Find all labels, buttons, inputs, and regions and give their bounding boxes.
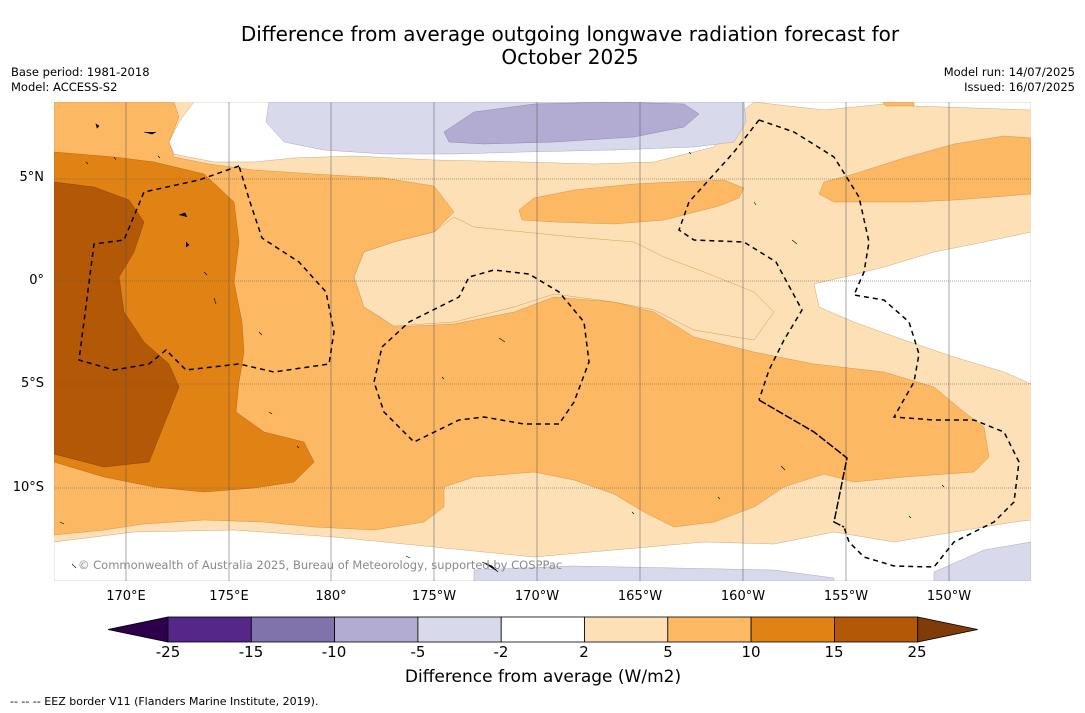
model-text: Model: ACCESS-S2: [11, 80, 118, 94]
colorbar-tick: -15: [238, 643, 264, 661]
longitude-label-160w: 160°W: [720, 589, 766, 604]
colorbar-bin: [417, 616, 502, 643]
colorbar-tick: 5: [663, 643, 673, 661]
longitude-label-170w: 170°W: [514, 589, 560, 604]
map-title-line-1: Difference from average outgoing longwav…: [240, 22, 900, 46]
eez-boundary-solid: [758, 399, 848, 528]
latitude-label-5s: 5°S: [20, 376, 44, 391]
colorbar-extend-min: [107, 616, 169, 643]
latitude-label-10s: 10°S: [12, 480, 44, 495]
colorbar-bin: [500, 616, 585, 643]
longitude-label-180: 180°: [315, 589, 347, 604]
colorbar-bin: [834, 616, 919, 643]
base-period-text: Base period: 1981-2018: [11, 65, 150, 79]
longitude-label-150w: 150°W: [926, 589, 972, 604]
negative-anomaly-south: [473, 565, 835, 581]
metadata-left: Base period: 1981-2018 Model: ACCESS-S2: [11, 65, 150, 95]
model-run-text: Model run: 14/07/2025: [943, 65, 1075, 79]
longitude-label-170e: 170°E: [106, 589, 146, 604]
latitude-label-5n: 5°N: [19, 170, 45, 185]
issued-text: Issued: 16/07/2025: [964, 80, 1075, 94]
metadata-right: Model run: 14/07/2025 Issued: 16/07/2025: [944, 65, 1075, 95]
colorbar-bin: [667, 616, 752, 643]
anomaly-band-5-10-north-east: [518, 179, 745, 225]
colorbar-tick: -5: [410, 643, 426, 661]
copyright-notice: © Commonwealth of Australia 2025, Bureau…: [78, 558, 563, 572]
neutral-region-south: [54, 519, 1031, 581]
colorbar-tick: -10: [321, 643, 347, 661]
colorbar: [107, 616, 978, 643]
neutral-region-east: [813, 231, 1031, 385]
map-title-line-2: October 2025: [501, 45, 639, 69]
longitude-label-155w: 155°W: [823, 589, 869, 604]
colorbar-bin: [250, 616, 336, 643]
colorbar-bin: [167, 616, 252, 643]
eez-borders: [78, 119, 1020, 568]
colorbar-tick: -2: [493, 643, 509, 661]
longitude-label-175w: 175°W: [411, 589, 457, 604]
colorbar-label: Difference from average (W/m2): [404, 667, 682, 687]
anomaly-band-5-10-far-east: [818, 135, 1031, 203]
longitude-label-175e: 175°E: [209, 589, 249, 604]
colorbar-tick: 25: [907, 643, 927, 661]
colorbar-tick: -25: [155, 643, 181, 661]
colorbar-bin: [334, 616, 419, 643]
colorbar-bin: [750, 616, 835, 643]
eez-legend-footnote: -- -- -- EEZ border V11 (Flanders Marine…: [10, 695, 319, 708]
colorbar-tick: 2: [579, 643, 589, 661]
longitude-label-165w: 165°W: [617, 589, 663, 604]
island-markers: [59, 123, 945, 573]
colorbar-tick: 15: [824, 643, 844, 661]
colorbar-bin: [584, 616, 669, 643]
latitude-label-0: 0°: [29, 273, 44, 288]
negative-anomaly-southeast: [933, 541, 1031, 581]
anomaly-map: [54, 102, 1031, 581]
colorbar-extend-max: [917, 616, 978, 643]
colorbar-tick: 10: [741, 643, 761, 661]
gridlines: [54, 102, 1031, 581]
negative-anomaly-core: [443, 102, 700, 145]
